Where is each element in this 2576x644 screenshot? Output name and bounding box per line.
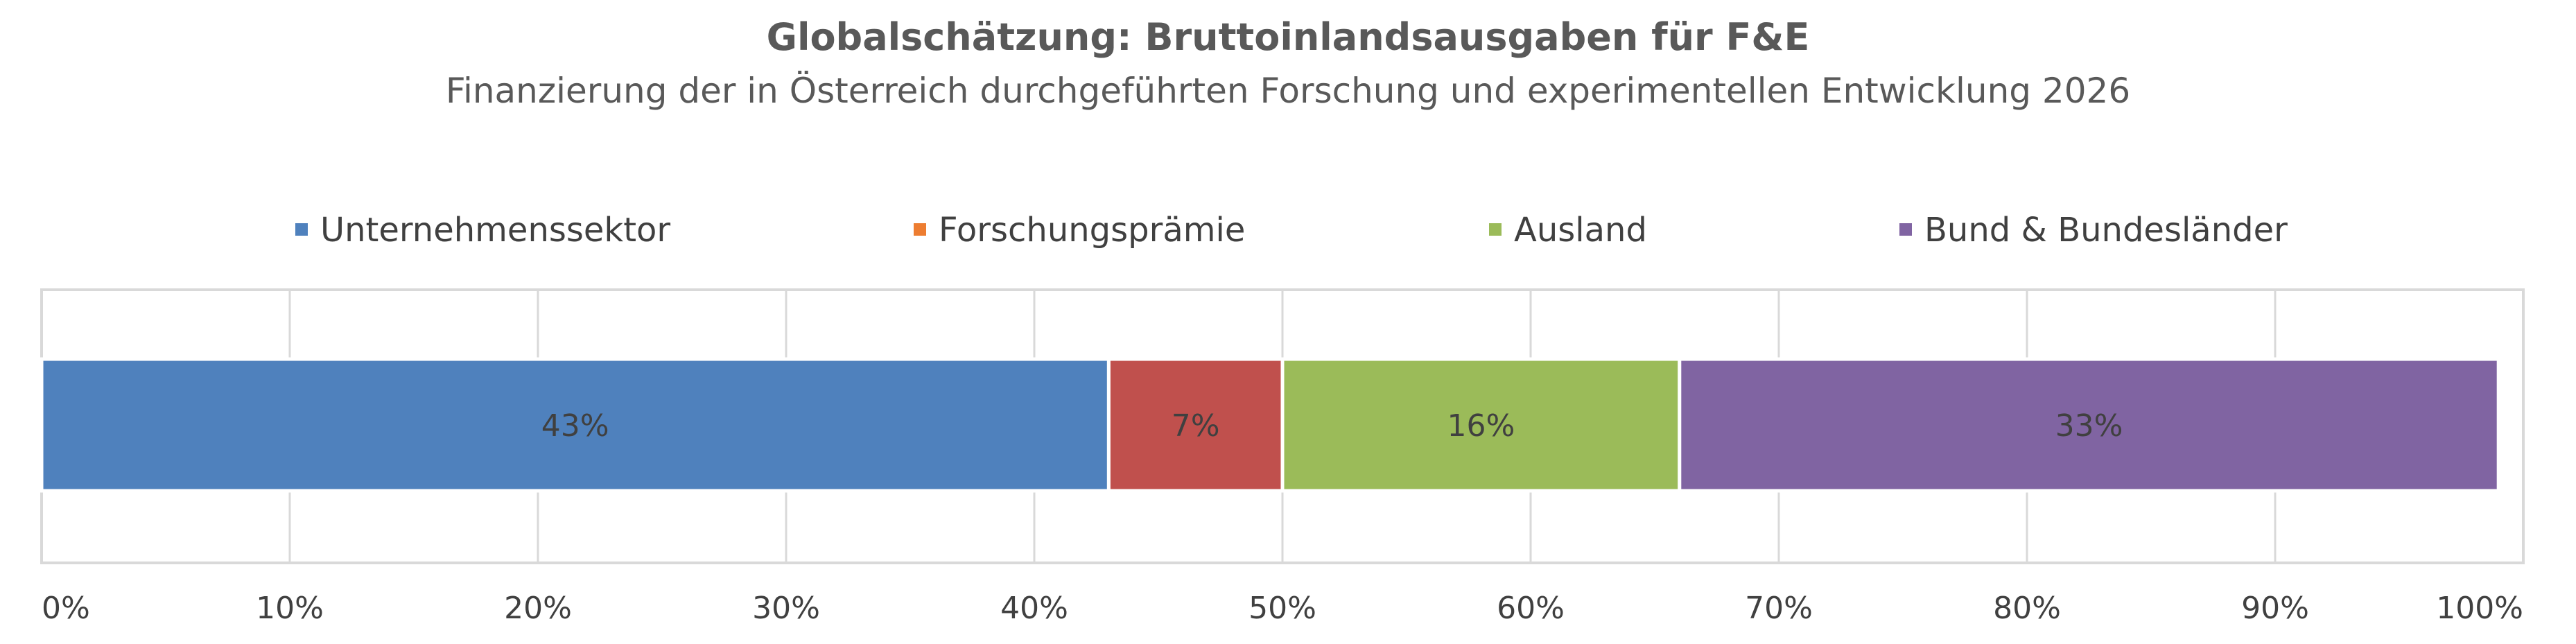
data-label-bund-bundesl-nder: 33% xyxy=(2055,408,2123,444)
bar-labels: 43% 7% 16% 33% xyxy=(541,408,2123,444)
data-label-unternehmenssektor: 43% xyxy=(541,408,609,444)
x-tick-label: 30% xyxy=(752,591,820,626)
x-tick-label: 40% xyxy=(1000,591,1068,626)
chart-title: Globalschätzung: Bruttoinlandsausgaben f… xyxy=(767,15,1810,59)
x-tick-label: 90% xyxy=(2241,591,2309,626)
legend-label-bund-bundeslaender: Bund & Bundesländer xyxy=(1924,211,2288,250)
legend-label-unternehmenssektor: Unternehmenssektor xyxy=(320,211,670,250)
legend-swatch-unternehmenssektor xyxy=(295,223,308,236)
x-tick-label: 20% xyxy=(504,591,572,626)
x-tick-label: 80% xyxy=(1993,591,2061,626)
data-label-forschungspr-mie: 7% xyxy=(1172,408,1220,444)
x-tick-label: 0% xyxy=(42,591,90,626)
legend: Unternehmenssektor Forschungsprämie Ausl… xyxy=(295,211,2288,250)
x-axis-ticks: 0% 10% 20% 30% 40% 50% 60% 70% 80% 90% 100% xyxy=(42,591,2523,626)
bar-segment-unternehmenssektor xyxy=(40,357,1111,493)
bar-segment-ausland xyxy=(1280,357,1682,493)
x-tick-label: 70% xyxy=(1745,591,1813,626)
x-tick-label: 60% xyxy=(1497,591,1565,626)
data-label-ausland: 16% xyxy=(1447,408,1515,444)
bar-segment-bund-bundesl-nder xyxy=(1678,357,2500,493)
legend-label-ausland: Ausland xyxy=(1514,211,1647,250)
bar-segment-forschungspr-mie xyxy=(1106,357,1285,493)
bars xyxy=(40,357,2500,493)
x-tick-label: 50% xyxy=(1248,591,1316,626)
x-tick-label: 100% xyxy=(2436,591,2523,626)
x-tick-label: 10% xyxy=(256,591,324,626)
legend-label-forschungspraemie: Forschungsprämie xyxy=(939,211,1245,250)
chart-subtitle: Finanzierung der in Österreich durchgefü… xyxy=(446,71,2130,111)
legend-swatch-bund-bundeslaender xyxy=(1899,223,1912,236)
legend-swatch-ausland xyxy=(1489,223,1502,236)
legend-swatch-forschungspraemie xyxy=(914,223,926,236)
